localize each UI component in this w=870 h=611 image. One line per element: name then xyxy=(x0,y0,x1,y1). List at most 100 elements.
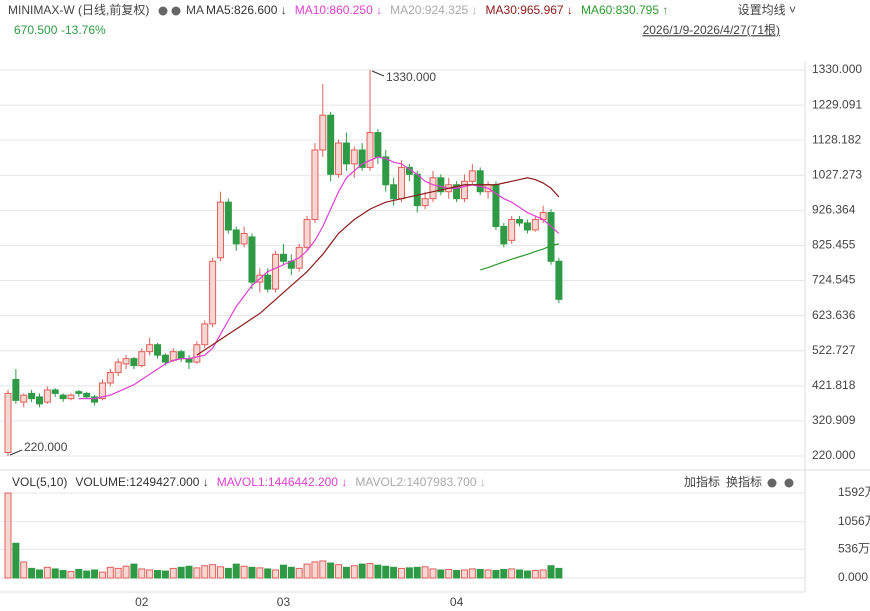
volume-bar xyxy=(122,565,130,579)
volume-bar xyxy=(342,566,350,579)
annotation-arrow xyxy=(371,70,385,77)
candle-body xyxy=(547,212,555,262)
volume-bar xyxy=(193,567,201,579)
candle-body xyxy=(476,170,484,193)
volume-bar xyxy=(51,568,59,579)
candle-body xyxy=(516,219,524,224)
volume-bar xyxy=(366,563,374,579)
volume-bar xyxy=(413,566,421,579)
candle-body xyxy=(531,219,539,231)
ma-label: MA xyxy=(186,3,204,17)
volume-bar xyxy=(539,569,547,579)
volume-bar xyxy=(91,569,99,579)
candle-body xyxy=(350,149,358,165)
volume-bar xyxy=(59,570,67,579)
volume-bar xyxy=(146,569,154,579)
candle-body xyxy=(492,184,500,227)
volume-bar xyxy=(453,570,461,579)
y-tick-label: 1229.091 xyxy=(812,97,862,111)
volume-bar xyxy=(382,565,390,579)
close-icon[interactable] xyxy=(171,6,181,16)
candle-body xyxy=(106,372,114,384)
candle-body xyxy=(303,219,311,248)
volume-bar xyxy=(20,561,28,579)
volume-bar xyxy=(224,567,232,579)
candle-body xyxy=(398,166,405,200)
volume-bar xyxy=(492,570,500,579)
y-tick-label: 320.909 xyxy=(812,413,856,427)
volume-bar xyxy=(516,569,524,579)
candle-body xyxy=(468,170,476,182)
candle-body xyxy=(67,394,75,400)
candle-body xyxy=(20,394,28,403)
volume-bar xyxy=(295,567,303,579)
ma-settings[interactable]: 设置均线 ˅ xyxy=(738,3,796,17)
volume-bar xyxy=(311,561,319,579)
volume-bar xyxy=(335,564,343,579)
candle-body xyxy=(437,177,445,193)
candle-body xyxy=(555,260,563,300)
candle-body xyxy=(83,392,91,398)
candle-body xyxy=(413,173,421,207)
candle-body xyxy=(327,114,335,175)
candle-body xyxy=(240,232,248,245)
candle-body xyxy=(374,132,382,158)
volume-bar xyxy=(319,560,327,579)
volume-bar xyxy=(421,566,429,579)
y-tick-label: 0.000 xyxy=(838,570,868,584)
volume-bar xyxy=(303,563,311,579)
volume-bar xyxy=(248,566,256,579)
date-range[interactable]: 2026/1/9-2026/4/27(71根) xyxy=(643,23,780,37)
vol-close-icon[interactable] xyxy=(784,478,794,488)
annotation-arrow xyxy=(9,449,23,456)
candle-body xyxy=(51,389,59,394)
x-tick-label: 03 xyxy=(277,595,291,609)
last-price: 670.500 xyxy=(14,23,58,37)
candle-body xyxy=(201,323,209,346)
candle-body xyxy=(224,201,232,231)
vol-settings-icon[interactable] xyxy=(767,478,777,488)
volume-bar xyxy=(185,565,193,579)
candle-body xyxy=(508,219,516,241)
y-tick-label: 1592万 xyxy=(838,485,870,499)
candle-body xyxy=(43,389,51,403)
candle-body xyxy=(130,358,138,367)
y-tick-label: 623.636 xyxy=(812,308,856,322)
y-tick-label: 220.000 xyxy=(812,448,856,462)
volume-bar xyxy=(161,570,169,579)
legend-entry: MAVOL1:1446442.200 ↓ xyxy=(217,475,348,489)
legend-entry: MA20:924.325 ↓ xyxy=(390,3,477,17)
y-tick-label: 1056万 xyxy=(838,514,870,528)
candle-body xyxy=(279,253,287,262)
y-tick-label: 536万 xyxy=(838,542,870,556)
candle-body xyxy=(122,358,130,365)
volume-bar xyxy=(75,568,83,579)
volume-bar xyxy=(429,568,437,579)
y-tick-label: 1027.273 xyxy=(812,167,862,181)
legend-entry: VOLUME:1249427.000 ↓ xyxy=(75,475,208,489)
candle-body xyxy=(4,392,12,454)
indicator-button[interactable]: 加指标 xyxy=(684,474,720,489)
candle-body xyxy=(209,260,217,325)
ma-line xyxy=(480,243,560,271)
volume-bar xyxy=(154,570,162,579)
candle-body xyxy=(232,229,240,245)
candle-body xyxy=(500,225,508,245)
candle-body xyxy=(264,274,272,290)
candle-body xyxy=(146,344,154,353)
volume-bar xyxy=(272,569,280,579)
settings-icon[interactable] xyxy=(158,6,168,16)
y-tick-label: 1128.182 xyxy=(812,132,861,146)
volume-bar xyxy=(468,568,476,579)
volume-bar xyxy=(547,565,555,579)
volume-bar xyxy=(327,562,335,579)
legend-entry: MA5:826.600 ↓ xyxy=(206,3,287,17)
volume-bar xyxy=(98,571,106,579)
candle-body xyxy=(169,351,177,361)
indicator-button[interactable]: 换指标 xyxy=(726,474,762,489)
x-tick-label: 04 xyxy=(450,595,464,609)
volume-bar xyxy=(43,566,51,579)
volume-bar xyxy=(500,568,508,579)
